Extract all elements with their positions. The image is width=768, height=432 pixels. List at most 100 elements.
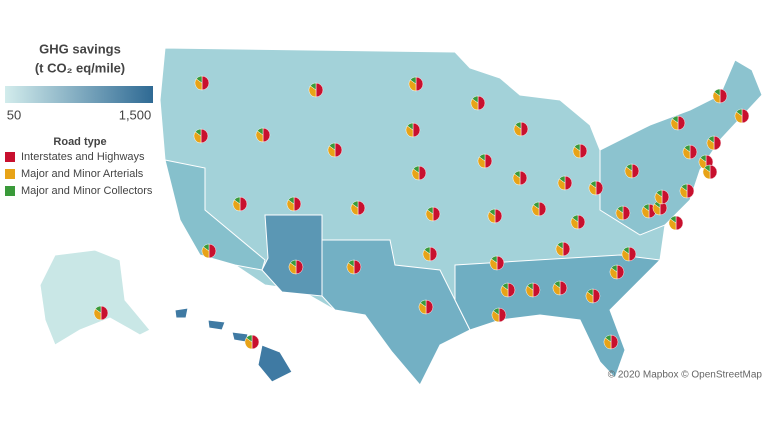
pie-marker	[408, 76, 424, 92]
pie-slice	[622, 246, 630, 255]
hawaii-4	[257, 344, 293, 383]
pie-slice	[564, 175, 573, 191]
pie-slice	[628, 246, 637, 262]
pie-marker	[491, 307, 507, 323]
pie-slice	[94, 305, 102, 314]
pie-marker	[308, 82, 324, 98]
pie-slice	[202, 243, 210, 252]
texas-south	[321, 239, 471, 386]
pie-slice	[631, 163, 640, 179]
pie-slice	[195, 75, 203, 84]
pie-marker	[288, 259, 304, 275]
pie-slice	[351, 200, 359, 209]
pie-slice	[579, 143, 588, 159]
pie-slice	[610, 334, 619, 350]
pie-slice	[703, 164, 711, 173]
legend-title: GHG savings	[39, 41, 121, 56]
pie-slice	[353, 259, 362, 275]
pie-marker	[615, 205, 631, 221]
pie-slice	[604, 334, 612, 343]
pie-slice	[661, 189, 670, 205]
hawaii-2	[207, 319, 226, 331]
pie-slice	[494, 208, 503, 224]
pie-slice	[471, 95, 479, 104]
pie-marker	[489, 255, 505, 271]
pie-slice	[289, 259, 297, 268]
pie-slice	[418, 165, 427, 181]
pie-slice	[622, 205, 631, 221]
alaska	[39, 249, 151, 346]
pie-slice	[100, 305, 109, 321]
pie-marker	[603, 334, 619, 350]
pie-slice	[432, 206, 441, 222]
pie-marker	[668, 215, 684, 231]
pie-slice	[589, 180, 597, 189]
legend-swatch	[5, 152, 15, 162]
pie-slice	[683, 144, 691, 153]
pie-slice	[496, 255, 505, 271]
pie-slice	[419, 299, 427, 308]
pie-slice	[233, 196, 241, 205]
pie-slice	[201, 75, 210, 91]
pie-marker	[500, 282, 516, 298]
legend-swatch	[5, 169, 15, 179]
pie-slice	[194, 128, 202, 137]
pie-slice	[577, 214, 586, 230]
pie-marker	[194, 75, 210, 91]
pie-slice	[425, 299, 434, 315]
legend-subtitle: (t CO₂ eq/mile)	[35, 60, 125, 75]
pie-marker	[232, 196, 248, 212]
pie-marker	[350, 200, 366, 216]
pie-slice	[680, 183, 688, 192]
scale-tick-label: 50	[7, 107, 21, 122]
pie-marker	[572, 143, 588, 159]
pie-marker	[286, 196, 302, 212]
pie-marker	[570, 214, 586, 230]
pie-slice	[245, 334, 253, 343]
pie-slice	[571, 214, 579, 223]
southeast	[454, 254, 662, 379]
pie-slice	[592, 288, 601, 304]
pie-slice	[498, 307, 507, 323]
pie-slice	[735, 108, 743, 117]
pie-slice	[586, 288, 594, 297]
pie-slice	[526, 282, 534, 291]
pie-slice	[347, 259, 355, 268]
hawaii-1	[174, 307, 189, 319]
pie-marker	[193, 128, 209, 144]
legend-label: Major and Minor Collectors	[21, 185, 153, 197]
pie-slice	[562, 241, 571, 257]
pie-markers	[93, 75, 750, 350]
pie-marker	[531, 201, 547, 217]
pie-marker	[712, 88, 728, 104]
pie-slice	[262, 127, 271, 143]
pie-slice	[477, 95, 486, 111]
pie-slice	[501, 282, 509, 291]
pie-slice	[713, 135, 722, 151]
legend-label: Interstates and Highways	[21, 151, 145, 163]
pie-slice	[595, 180, 604, 196]
pie-slice	[709, 164, 718, 180]
pie-slice	[484, 153, 493, 169]
pie-marker	[327, 142, 343, 158]
pie-slice	[412, 165, 420, 174]
legend-swatch	[5, 186, 15, 196]
pie-marker	[422, 246, 438, 262]
pie-slice	[200, 128, 209, 144]
pie-slice	[315, 82, 324, 98]
pie-slice	[256, 127, 264, 136]
pie-slice	[707, 135, 715, 144]
pie-marker	[201, 243, 217, 259]
pie-slice	[426, 206, 434, 215]
pie-slice	[669, 215, 677, 224]
pie-marker	[557, 175, 573, 191]
pie-marker	[734, 108, 750, 124]
pie-slice	[415, 76, 424, 92]
pie-slice	[610, 264, 618, 273]
pie-slice	[713, 88, 721, 97]
legend: GHG savings (t CO₂ eq/mile) 50 1,500 Road…	[5, 41, 153, 197]
pie-slice	[520, 121, 529, 137]
pie-marker	[425, 206, 441, 222]
pie-marker	[552, 280, 568, 296]
pie-marker	[682, 144, 698, 160]
